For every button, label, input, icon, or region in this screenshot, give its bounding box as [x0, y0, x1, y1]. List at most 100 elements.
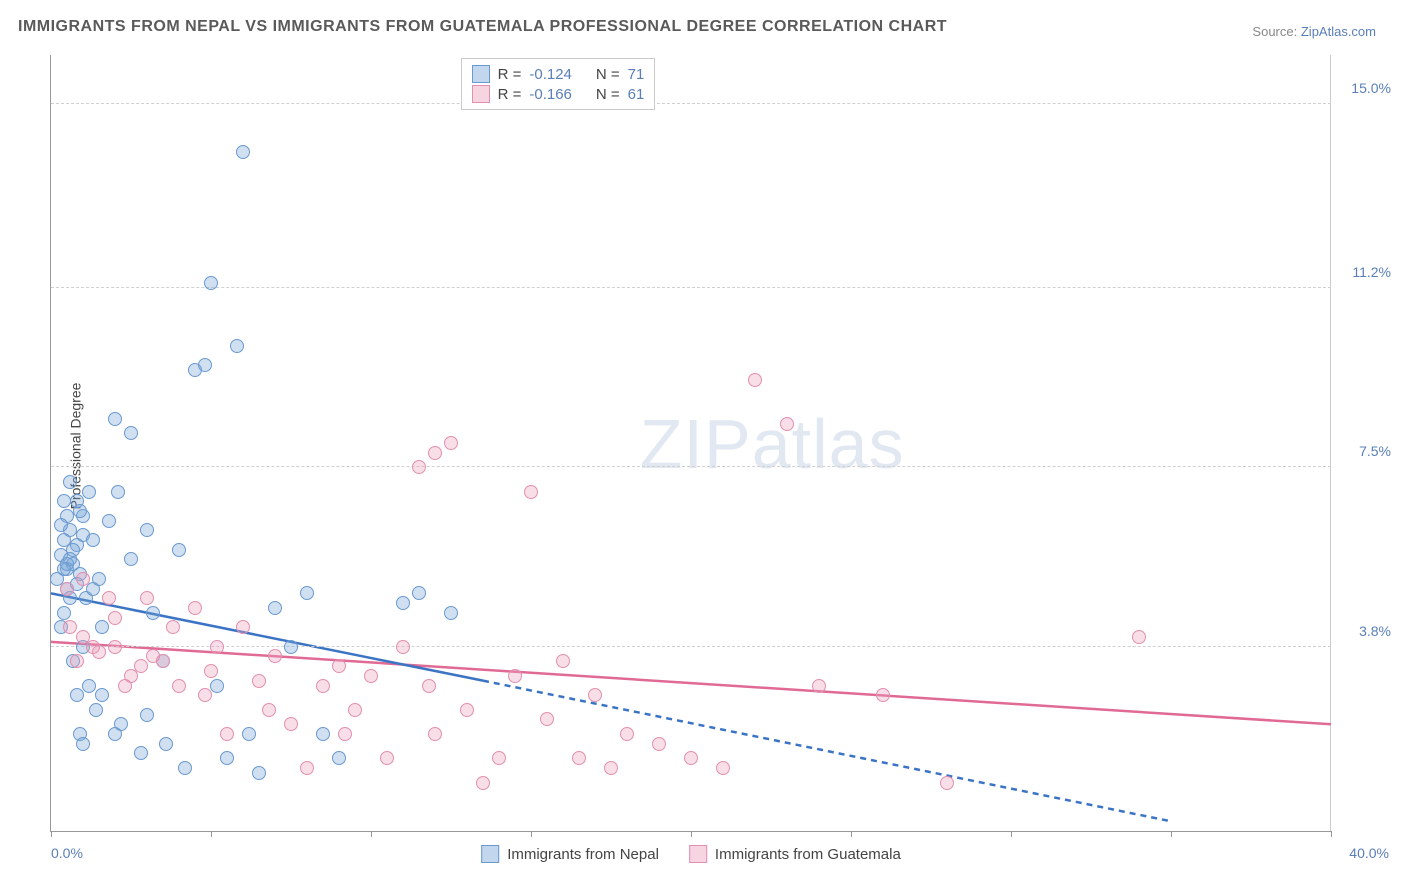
- n-value-nepal: 71: [628, 66, 645, 83]
- data-point: [108, 412, 122, 426]
- data-point: [210, 679, 224, 693]
- legend-row-guatemala: R = -0.166 N = 61: [472, 85, 645, 103]
- swatch-pink-icon: [689, 845, 707, 863]
- data-point: [1132, 630, 1146, 644]
- data-point: [220, 751, 234, 765]
- data-point: [172, 679, 186, 693]
- data-point: [476, 776, 490, 790]
- gridline: [51, 466, 1331, 467]
- data-point: [70, 688, 84, 702]
- r-label: R =: [498, 66, 522, 83]
- data-point: [86, 640, 100, 654]
- x-tick-label-min: 0.0%: [51, 845, 83, 861]
- data-point: [332, 751, 346, 765]
- data-point: [60, 557, 74, 571]
- data-point: [204, 664, 218, 678]
- data-point: [812, 679, 826, 693]
- x-tick: [1011, 831, 1012, 837]
- data-point: [572, 751, 586, 765]
- data-point: [159, 737, 173, 751]
- r-value-guatemala: -0.166: [529, 86, 572, 103]
- legend-label-nepal: Immigrants from Nepal: [507, 846, 659, 863]
- data-point: [204, 276, 218, 290]
- data-point: [236, 620, 250, 634]
- data-point: [108, 640, 122, 654]
- source-link[interactable]: ZipAtlas.com: [1301, 24, 1376, 39]
- chart-container: IMMIGRANTS FROM NEPAL VS IMMIGRANTS FROM…: [0, 0, 1406, 892]
- y-tick-label: 7.5%: [1359, 443, 1391, 459]
- data-point: [102, 514, 116, 528]
- data-point: [876, 688, 890, 702]
- data-point: [140, 523, 154, 537]
- gridline: [51, 646, 1331, 647]
- data-point: [172, 543, 186, 557]
- data-point: [198, 688, 212, 702]
- plot-area: R = -0.124 N = 71 R = -0.166 N = 61 ZIPa…: [50, 55, 1331, 832]
- watermark: ZIPatlas: [640, 404, 905, 484]
- series-legend: Immigrants from Nepal Immigrants from Gu…: [481, 845, 901, 863]
- data-point: [284, 717, 298, 731]
- r-label: R =: [498, 86, 522, 103]
- watermark-atlas: atlas: [752, 405, 905, 483]
- data-point: [556, 654, 570, 668]
- data-point: [412, 460, 426, 474]
- trendline: [51, 642, 1331, 724]
- data-point: [428, 727, 442, 741]
- x-tick: [691, 831, 692, 837]
- data-point: [230, 339, 244, 353]
- source-label: Source:: [1252, 24, 1297, 39]
- data-point: [76, 572, 90, 586]
- data-point: [57, 494, 71, 508]
- data-point: [70, 654, 84, 668]
- trendline: [483, 681, 1171, 822]
- data-point: [412, 586, 426, 600]
- n-label: N =: [596, 66, 620, 83]
- data-point: [684, 751, 698, 765]
- data-point: [940, 776, 954, 790]
- data-point: [652, 737, 666, 751]
- data-point: [422, 679, 436, 693]
- swatch-blue-icon: [481, 845, 499, 863]
- correlation-legend: R = -0.124 N = 71 R = -0.166 N = 61: [461, 58, 656, 110]
- data-point: [524, 485, 538, 499]
- data-point: [140, 591, 154, 605]
- n-value-guatemala: 61: [628, 86, 645, 103]
- data-point: [444, 436, 458, 450]
- data-point: [268, 601, 282, 615]
- data-point: [300, 761, 314, 775]
- data-point: [102, 591, 116, 605]
- data-point: [166, 620, 180, 634]
- data-point: [252, 674, 266, 688]
- watermark-zip: ZIP: [640, 405, 752, 483]
- trendline: [51, 593, 483, 680]
- data-point: [63, 620, 77, 634]
- x-tick: [211, 831, 212, 837]
- swatch-blue-icon: [472, 65, 490, 83]
- legend-label-guatemala: Immigrants from Guatemala: [715, 846, 901, 863]
- x-tick-label-max: 40.0%: [1349, 845, 1389, 861]
- data-point: [220, 727, 234, 741]
- data-point: [82, 485, 96, 499]
- data-point: [57, 606, 71, 620]
- data-point: [134, 659, 148, 673]
- data-point: [92, 572, 106, 586]
- y-tick-label: 11.2%: [1352, 264, 1391, 280]
- data-point: [338, 727, 352, 741]
- data-point: [140, 708, 154, 722]
- data-point: [198, 358, 212, 372]
- data-point: [332, 659, 346, 673]
- data-point: [396, 596, 410, 610]
- data-point: [146, 606, 160, 620]
- n-label: N =: [596, 86, 620, 103]
- data-point: [60, 582, 74, 596]
- data-point: [396, 640, 410, 654]
- x-tick: [851, 831, 852, 837]
- data-point: [300, 586, 314, 600]
- swatch-pink-icon: [472, 85, 490, 103]
- data-point: [604, 761, 618, 775]
- data-point: [95, 620, 109, 634]
- r-value-nepal: -0.124: [529, 66, 572, 83]
- gridline: [51, 287, 1331, 288]
- data-point: [588, 688, 602, 702]
- data-point: [124, 552, 138, 566]
